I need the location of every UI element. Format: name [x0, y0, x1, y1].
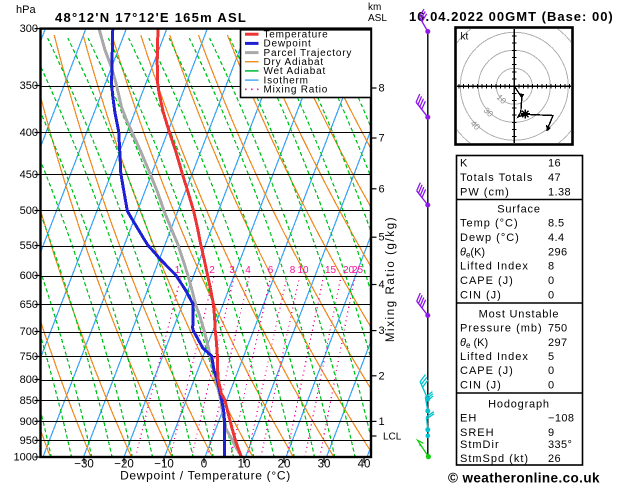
svg-text:CIN (J): CIN (J)	[460, 379, 502, 391]
svg-text:7: 7	[379, 133, 385, 145]
svg-text:θe(K): θe(K)	[460, 246, 485, 259]
svg-text:40: 40	[358, 459, 371, 471]
svg-text:5: 5	[379, 232, 385, 244]
svg-text:25: 25	[352, 265, 364, 276]
svg-text:800: 800	[20, 374, 38, 386]
svg-text:2: 2	[379, 370, 385, 382]
svg-text:1000: 1000	[14, 452, 38, 464]
svg-text:EH: EH	[460, 412, 477, 424]
svg-text:0: 0	[548, 289, 555, 301]
svg-text:297: 297	[548, 337, 568, 349]
svg-text:950: 950	[20, 435, 38, 447]
svg-text:θe (K): θe (K)	[460, 337, 488, 350]
svg-text:Isotherm: Isotherm	[264, 75, 309, 86]
svg-text:10: 10	[238, 459, 251, 471]
svg-text:4: 4	[245, 265, 251, 276]
svg-text:4: 4	[379, 279, 385, 291]
svg-text:SREH: SREH	[460, 427, 495, 439]
svg-text:450: 450	[20, 169, 38, 181]
svg-text:−10: −10	[154, 459, 174, 471]
svg-text:0: 0	[201, 459, 207, 471]
svg-text:350: 350	[20, 80, 38, 92]
svg-text:20: 20	[278, 459, 291, 471]
svg-text:Lifted Index: Lifted Index	[460, 351, 529, 363]
svg-text:Hodograph: Hodograph	[488, 398, 550, 410]
svg-text:© weatheronline.co.uk: © weatheronline.co.uk	[448, 471, 600, 486]
svg-text:0: 0	[548, 379, 555, 391]
svg-text:750: 750	[548, 322, 568, 334]
svg-text:Dewpoint / Temperature (°C): Dewpoint / Temperature (°C)	[120, 469, 291, 483]
svg-text:ASL: ASL	[368, 13, 387, 24]
svg-text:Mixing Ratio: Mixing Ratio	[264, 85, 329, 96]
svg-text:0: 0	[548, 275, 555, 287]
svg-text:1: 1	[379, 416, 385, 428]
svg-text:3: 3	[379, 325, 385, 337]
svg-text:900: 900	[20, 416, 38, 428]
svg-text:K: K	[460, 157, 468, 169]
svg-text:500: 500	[20, 205, 38, 217]
svg-text:−30: −30	[74, 459, 94, 471]
svg-text:10: 10	[297, 265, 309, 276]
svg-text:8: 8	[290, 265, 296, 276]
svg-text:750: 750	[20, 351, 38, 363]
svg-text:Temp (°C): Temp (°C)	[460, 217, 519, 229]
svg-text:kt: kt	[461, 32, 469, 43]
svg-text:4.4: 4.4	[548, 232, 565, 244]
svg-text:300: 300	[20, 23, 38, 35]
svg-text:335°: 335°	[548, 439, 572, 451]
svg-text:9: 9	[548, 427, 555, 439]
svg-text:Mixing Ratio (g/kg): Mixing Ratio (g/kg)	[385, 216, 397, 342]
svg-text:20: 20	[343, 265, 355, 276]
svg-text:600: 600	[20, 270, 38, 282]
svg-text:Lifted Index: Lifted Index	[460, 260, 529, 272]
svg-text:CAPE (J): CAPE (J)	[460, 275, 514, 287]
svg-text:400: 400	[20, 127, 38, 139]
svg-text:2: 2	[209, 265, 215, 276]
svg-text:8.5: 8.5	[548, 217, 565, 229]
svg-text:Parcel Trajectory: Parcel Trajectory	[264, 48, 353, 59]
svg-text:Dry Adiabat: Dry Adiabat	[264, 57, 325, 68]
svg-text:hPa: hPa	[16, 4, 36, 16]
svg-text:6: 6	[379, 183, 385, 195]
svg-text:PW (cm): PW (cm)	[460, 186, 510, 198]
svg-text:8: 8	[548, 260, 555, 272]
svg-text:47: 47	[548, 172, 561, 184]
svg-text:StmDir: StmDir	[460, 439, 500, 451]
svg-text:Temperature: Temperature	[264, 29, 329, 40]
svg-text:30: 30	[318, 459, 331, 471]
svg-text:8: 8	[379, 83, 385, 95]
svg-text:Surface: Surface	[497, 203, 541, 215]
svg-text:Most Unstable: Most Unstable	[479, 308, 560, 320]
svg-text:LCL: LCL	[383, 432, 402, 443]
svg-text:15: 15	[325, 265, 337, 276]
svg-text:1.38: 1.38	[548, 186, 571, 198]
svg-text:CAPE (J): CAPE (J)	[460, 365, 514, 377]
svg-text:3: 3	[229, 265, 235, 276]
svg-text:700: 700	[20, 326, 38, 338]
svg-text:16: 16	[548, 157, 561, 169]
svg-text:850: 850	[20, 395, 38, 407]
svg-text:1: 1	[175, 265, 181, 276]
svg-text:48°12'N 17°12'E 165m ASL: 48°12'N 17°12'E 165m ASL	[55, 10, 247, 25]
svg-text:Dewpoint: Dewpoint	[264, 39, 312, 50]
svg-text:−20: −20	[114, 459, 134, 471]
svg-text:Dewp (°C): Dewp (°C)	[460, 232, 520, 244]
svg-text:16.04.2022 00GMT (Base: 00): 16.04.2022 00GMT (Base: 00)	[409, 9, 614, 24]
svg-text:296: 296	[548, 246, 568, 258]
svg-text:CIN (J): CIN (J)	[460, 289, 502, 301]
svg-text:650: 650	[20, 299, 38, 311]
svg-text:−108: −108	[548, 412, 574, 424]
svg-text:550: 550	[20, 240, 38, 252]
svg-text:StmSpd (kt): StmSpd (kt)	[460, 453, 529, 465]
svg-text:5: 5	[548, 351, 555, 363]
svg-text:0: 0	[548, 365, 555, 377]
svg-text:6: 6	[268, 265, 274, 276]
svg-text:26: 26	[548, 453, 561, 465]
svg-text:km: km	[368, 2, 381, 13]
svg-text:Totals Totals: Totals Totals	[460, 172, 533, 184]
svg-text:Pressure (mb): Pressure (mb)	[460, 322, 543, 334]
svg-text:Wet Adiabat: Wet Adiabat	[264, 66, 327, 77]
